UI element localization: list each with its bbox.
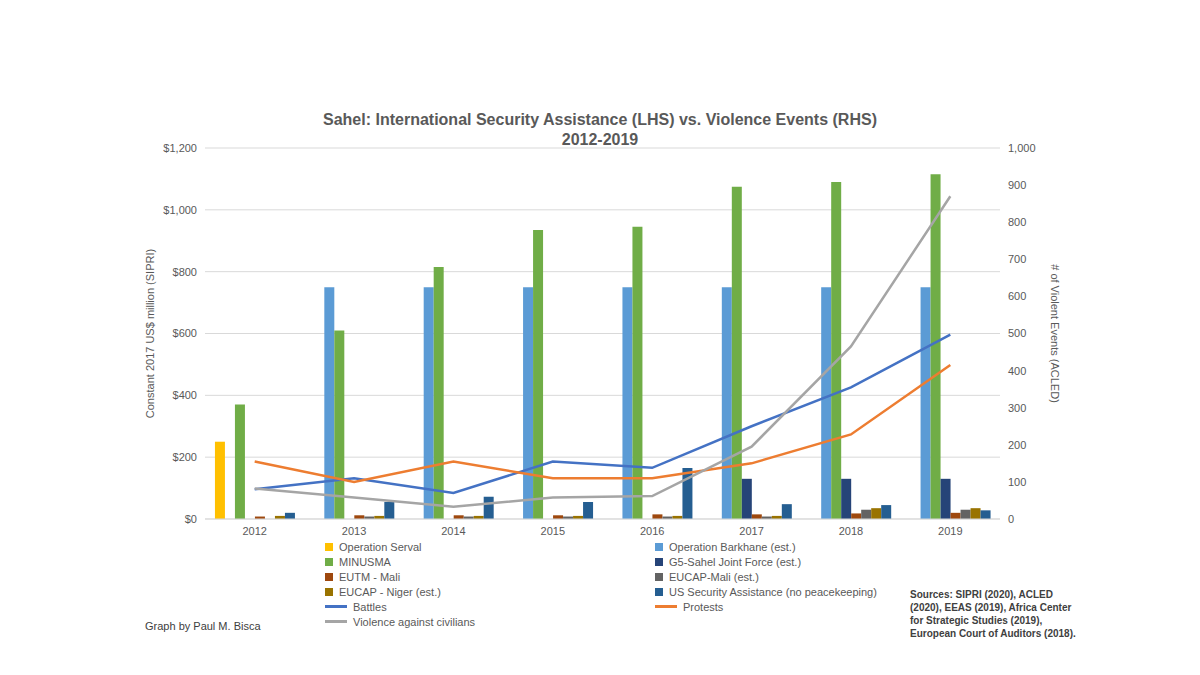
svg-text:100: 100 xyxy=(1008,476,1026,488)
html-text:EUTM - Mali: EUTM - Mali xyxy=(339,570,401,583)
svg-text:2013: 2013 xyxy=(342,525,366,537)
svg-text:$1,000: $1,000 xyxy=(163,204,197,216)
html-text:US Security Assistance (no pea: US Security Assistance (no peacekeeping) xyxy=(669,585,877,598)
svg-text:2012: 2012 xyxy=(242,525,266,537)
svg-text:2015: 2015 xyxy=(541,525,565,537)
svg-text:2017: 2017 xyxy=(739,525,763,537)
svg-text:$600: $600 xyxy=(173,327,197,339)
svg-text:2014: 2014 xyxy=(441,525,465,537)
svg-text:$200: $200 xyxy=(173,451,197,463)
html-text:MINUSMA: MINUSMA xyxy=(339,555,391,568)
svg-text:0: 0 xyxy=(1008,513,1014,525)
svg-text:300: 300 xyxy=(1008,402,1026,414)
svg-text:Constant 2017 US$ million (SIP: Constant 2017 US$ million (SIPRI) xyxy=(144,249,156,418)
svg-text:500: 500 xyxy=(1008,327,1026,339)
svg-text:2016: 2016 xyxy=(640,525,664,537)
svg-text:$800: $800 xyxy=(173,266,197,278)
html-text:Sahel: International Security: Sahel: International Security Assistance… xyxy=(323,111,877,128)
svg-text:$0: $0 xyxy=(185,513,197,525)
svg-text:# of Violent Events (ACLED): # of Violent Events (ACLED) xyxy=(1049,264,1061,403)
svg-text:800: 800 xyxy=(1008,216,1026,228)
svg-text:$400: $400 xyxy=(173,389,197,401)
svg-text:600: 600 xyxy=(1008,290,1026,302)
html-text:EUCAP - Niger (est.): EUCAP - Niger (est.) xyxy=(339,585,441,598)
html-text:Protests: Protests xyxy=(683,600,724,613)
html-text:EUCAP-Mali (est.): EUCAP-Mali (est.) xyxy=(669,570,759,583)
html-text:2012-2019: 2012-2019 xyxy=(561,131,639,148)
svg-text:900: 900 xyxy=(1008,179,1026,191)
html-text:Sources: SIPRI (2020), ACLED (: Sources: SIPRI (2020), ACLED (2020), EEA… xyxy=(910,589,1076,639)
svg-text:2019: 2019 xyxy=(938,525,962,537)
html-text:Violence against civilians: Violence against civilians xyxy=(353,615,476,628)
svg-text:700: 700 xyxy=(1008,253,1026,265)
html-text:Operation Serval: Operation Serval xyxy=(339,540,422,553)
svg-text:1,000: 1,000 xyxy=(1008,142,1036,154)
svg-text:$1,200: $1,200 xyxy=(163,142,197,154)
html-text:G5-Sahel Joint Force (est.): G5-Sahel Joint Force (est.) xyxy=(669,555,802,568)
svg-text:200: 200 xyxy=(1008,439,1026,451)
html-text:Graph by Paul M. Bisca: Graph by Paul M. Bisca xyxy=(145,620,261,632)
html-text:Battles: Battles xyxy=(353,600,387,613)
svg-text:400: 400 xyxy=(1008,365,1026,377)
svg-text:2018: 2018 xyxy=(839,525,863,537)
html-text:Operation Barkhane (est.): Operation Barkhane (est.) xyxy=(669,540,796,553)
